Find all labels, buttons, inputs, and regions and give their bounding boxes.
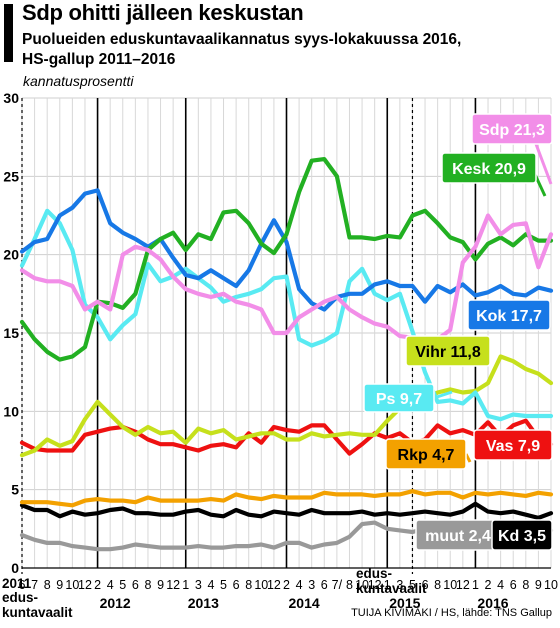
end-label-box-kd	[491, 519, 553, 551]
y-tick-label: 0	[11, 560, 19, 576]
x-tick-label: 12	[78, 578, 92, 592]
y-tick-label: 15	[3, 325, 19, 341]
x-tick-label: 8	[44, 578, 51, 592]
x-tick-label: 3	[195, 578, 202, 592]
x-tick-label: 5	[119, 578, 126, 592]
end-label-vas: Vas 7,9	[486, 438, 540, 455]
election-2011-label-line1: edus-	[2, 590, 39, 605]
x-tick-label: 10	[65, 578, 79, 592]
x-year-label: 2016	[477, 595, 508, 611]
y-tick-label: 25	[3, 168, 19, 184]
x-tick-label: 1	[384, 578, 391, 592]
x-year-label: 2012	[100, 595, 131, 611]
x-tick-label: 10	[254, 578, 268, 592]
end-label-box-vas	[473, 429, 553, 461]
end-label-kesk: Kesk 20,9	[452, 161, 526, 178]
y-tick-label: 5	[11, 482, 19, 498]
headline-marker-bar	[4, 4, 13, 62]
x-tick-label: 10	[544, 578, 558, 592]
credit-source: TUIJA KIVIMÄKI / HS, lähde: TNS Gallup	[351, 607, 552, 619]
x-tick-label: 1	[182, 578, 189, 592]
year-2011-label: 2011	[2, 576, 32, 591]
x-tick-label: 6	[233, 578, 240, 592]
x-tick-label: 1	[472, 578, 479, 592]
x-tick-label: 6	[132, 578, 139, 592]
series-line-vas	[19, 418, 554, 456]
x-tick-label: 2	[94, 578, 101, 592]
x-year-label: 2014	[289, 595, 320, 611]
election-2015-label-line1: edus-	[356, 566, 393, 581]
end-label-box-sdp	[471, 113, 553, 145]
x-tick-label: 7	[31, 578, 38, 592]
x-tick-label: 5	[409, 578, 416, 592]
label-connector-sdp	[534, 143, 553, 185]
chart-subtitle-line1: Puolueiden eduskuntavaalikannatus syys-l…	[22, 31, 462, 48]
end-label-ps: Ps 9,7	[376, 391, 422, 408]
x-tick-label: 4	[497, 578, 504, 592]
end-label-box-ps	[363, 383, 435, 413]
x-tick-label: 10	[355, 578, 369, 592]
end-label-rkp: Rkp 4,7	[398, 447, 455, 464]
end-label-sdp: Sdp 21,3	[479, 122, 545, 139]
x-tick-label: 6	[422, 578, 429, 592]
series-line-vihr	[19, 354, 554, 458]
x-tick-label: 2	[283, 578, 290, 592]
x-tick-label: 4	[207, 578, 214, 592]
series-line-ps	[19, 208, 554, 422]
series-line-kok	[19, 188, 554, 312]
x-tick-label: 6	[19, 578, 26, 592]
x-tick-label: 8	[245, 578, 252, 592]
x-tick-label: 5	[220, 578, 227, 592]
x-tick-label: 7/	[332, 578, 343, 592]
x-year-label: 2013	[188, 595, 219, 611]
x-tick-label: 3	[396, 578, 403, 592]
chart-title: Sdp ohitti jälleen keskustan	[22, 0, 304, 25]
x-tick-label: 12	[267, 578, 281, 592]
election-2011-label-line2: kuntavaalit	[2, 605, 73, 620]
x-tick-label: 9	[535, 578, 542, 592]
end-label-box-kok	[467, 299, 551, 331]
end-label-kd: Kd 3,5	[498, 528, 546, 545]
x-tick-label: 12	[166, 578, 180, 592]
end-label-vihr: Vihr 11,8	[415, 344, 481, 361]
x-tick-label: 12	[368, 578, 382, 592]
series-line-kd	[19, 501, 554, 521]
x-year-label: 2015	[389, 595, 420, 611]
y-axis-unit-label: kannatusprosentti	[23, 73, 134, 89]
election-2015-label-line2: kuntavaalit	[356, 581, 427, 596]
x-tick-label: 10	[443, 578, 457, 592]
chart-subtitle-line2: HS-gallup 2011–2016	[22, 51, 176, 68]
x-tick-label: 4	[296, 578, 303, 592]
label-connector-ps	[433, 390, 453, 400]
x-tick-label: 8	[434, 578, 441, 592]
end-label-box-kesk	[441, 152, 537, 184]
x-tick-label: 9	[157, 578, 164, 592]
end-label-muut: muut 2,4	[425, 528, 491, 545]
end-label-box-vihr	[405, 335, 491, 367]
y-tick-label: 30	[3, 90, 19, 106]
end-label-kok: Kok 17,7	[476, 308, 542, 325]
x-tick-label: 6	[510, 578, 517, 592]
x-tick-label: 8	[144, 578, 151, 592]
x-tick-label: 3	[308, 578, 315, 592]
x-tick-label: 8	[346, 578, 353, 592]
x-tick-label: 8	[522, 578, 529, 592]
x-tick-label: 4	[107, 578, 114, 592]
series-line-rkp	[19, 489, 554, 508]
y-tick-label: 10	[3, 403, 19, 419]
x-tick-label: 12	[456, 578, 470, 592]
x-tick-label: 2	[485, 578, 492, 592]
x-tick-label: 6	[321, 578, 328, 592]
x-tick-label: 9	[56, 578, 63, 592]
series-line-sdp	[19, 213, 554, 343]
end-label-box-rkp	[385, 438, 467, 470]
y-tick-label: 20	[3, 247, 19, 263]
